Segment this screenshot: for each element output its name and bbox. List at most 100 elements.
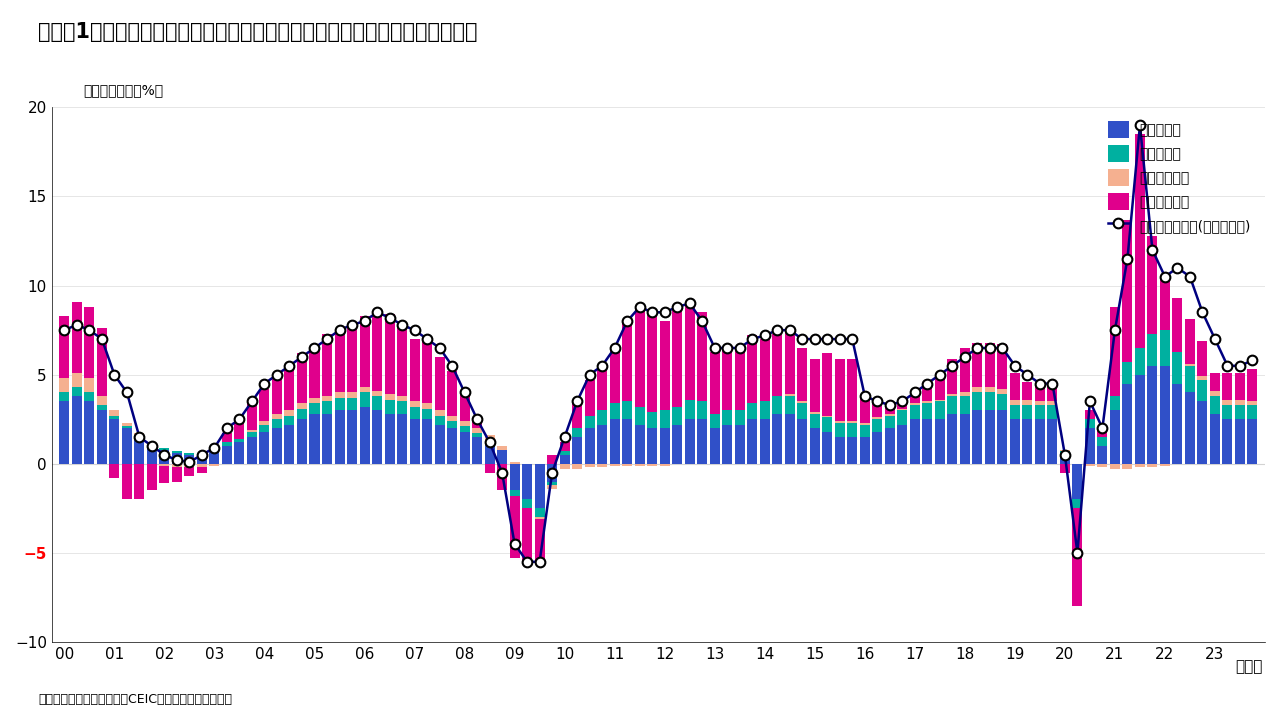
Bar [347,392,357,398]
Bar [410,339,420,401]
Bar [910,419,920,464]
Bar [884,428,895,464]
Text: （図表1）米国経済におけるグロス付加価値増加率とその分配面からの寄与度: （図表1）米国経済におけるグロス付加価値増加率とその分配面からの寄与度 [38,22,477,42]
Bar [497,464,507,490]
Bar [760,419,769,464]
Bar [748,336,758,403]
Bar [1023,400,1033,405]
Bar [822,415,832,418]
Bar [772,333,782,396]
Bar [535,519,544,564]
Text: （前年同期比、%）: （前年同期比、%） [83,83,164,96]
Bar [797,403,808,419]
Bar [835,437,845,464]
Bar [384,314,394,395]
Bar [659,428,669,464]
Bar [960,348,970,392]
Bar [984,387,995,392]
Bar [297,408,307,419]
Bar [323,401,332,414]
Bar [785,395,795,396]
Bar [1172,298,1183,351]
Bar [960,396,970,414]
Bar [134,437,145,464]
Bar [760,401,769,419]
Bar [197,467,207,472]
Bar [310,414,320,464]
Bar [59,316,69,378]
Bar [960,414,970,464]
Bar [122,423,132,426]
Bar [635,407,645,425]
Bar [984,392,995,410]
Bar [598,425,607,464]
Bar [835,423,845,437]
Bar [722,410,732,425]
Bar [635,309,645,407]
Bar [172,464,182,467]
Bar [84,392,95,401]
Bar [1248,369,1257,401]
Bar [698,419,708,464]
Bar [247,437,257,464]
Bar [435,425,444,464]
Bar [872,418,882,419]
Bar [910,403,920,405]
Bar [472,419,483,428]
Bar [509,490,520,496]
Bar [97,396,108,405]
Bar [609,419,620,464]
Bar [984,410,995,464]
Bar [1085,464,1094,466]
Bar [947,396,957,414]
Bar [1135,464,1144,467]
Bar [360,392,370,407]
Bar [323,414,332,464]
Bar [1060,464,1070,472]
Bar [810,359,819,412]
Bar [884,415,895,428]
Bar [797,348,808,401]
Bar [1160,366,1170,464]
Bar [284,425,294,464]
Bar [559,451,570,455]
Bar [72,387,82,396]
Bar [835,359,845,421]
Bar [172,453,182,464]
Bar [934,400,945,401]
Bar [1172,351,1183,384]
Bar [360,407,370,464]
Bar [772,396,782,414]
Bar [271,414,282,419]
Bar [122,428,132,464]
Bar [1185,320,1196,364]
Bar [1222,400,1233,405]
Bar [334,410,344,464]
Bar [973,387,982,392]
Bar [1135,348,1144,374]
Bar [535,508,544,517]
Bar [247,432,257,437]
Legend: 労働コスト, 資本コスト, 利払いコスト, 税引き前利益, グロス付加価値(金融を除く): 労働コスト, 資本コスト, 利払いコスト, 税引き前利益, グロス付加価値(金融… [1101,114,1258,240]
Bar [271,419,282,428]
Bar [1123,362,1133,384]
Bar [422,419,433,464]
Bar [435,410,444,415]
Bar [1222,419,1233,464]
Bar [435,415,444,425]
Bar [1110,307,1120,396]
Bar [134,464,145,500]
Bar [59,392,69,401]
Bar [785,332,795,395]
Bar [1198,401,1207,464]
Bar [460,426,470,432]
Bar [384,395,394,400]
Bar [397,325,407,396]
Bar [1110,464,1120,469]
Bar [509,464,520,490]
Bar [1034,401,1044,405]
Bar [923,384,932,401]
Bar [609,350,620,403]
Bar [1073,464,1083,500]
Bar [72,302,82,373]
